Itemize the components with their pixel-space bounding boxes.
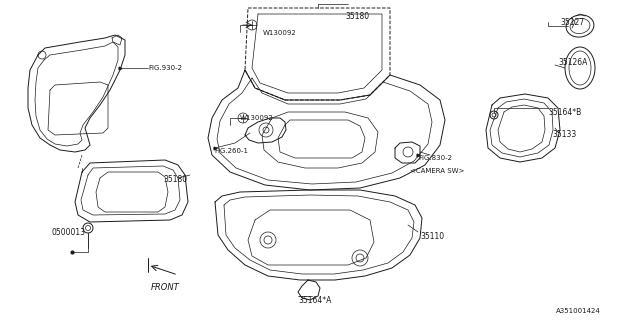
Text: 35164*A: 35164*A bbox=[298, 296, 332, 305]
Text: 35180: 35180 bbox=[345, 12, 369, 21]
Text: 0500013: 0500013 bbox=[52, 228, 86, 237]
Text: FIG.830-2: FIG.830-2 bbox=[418, 155, 452, 161]
Text: FRONT: FRONT bbox=[150, 283, 179, 292]
Text: W130092: W130092 bbox=[240, 115, 274, 121]
Text: FIG.930-2: FIG.930-2 bbox=[148, 65, 182, 71]
Text: 35126A: 35126A bbox=[558, 58, 588, 67]
Text: 35110: 35110 bbox=[420, 232, 444, 241]
Text: FIG.260-1: FIG.260-1 bbox=[214, 148, 248, 154]
Text: A351001424: A351001424 bbox=[556, 308, 601, 314]
Text: 35164*B: 35164*B bbox=[548, 108, 581, 117]
Text: <CAMERA SW>: <CAMERA SW> bbox=[410, 168, 465, 174]
Text: W130092: W130092 bbox=[263, 30, 297, 36]
Text: 35133: 35133 bbox=[552, 130, 576, 139]
Text: 35180: 35180 bbox=[163, 175, 187, 184]
Text: 35127: 35127 bbox=[560, 18, 584, 27]
